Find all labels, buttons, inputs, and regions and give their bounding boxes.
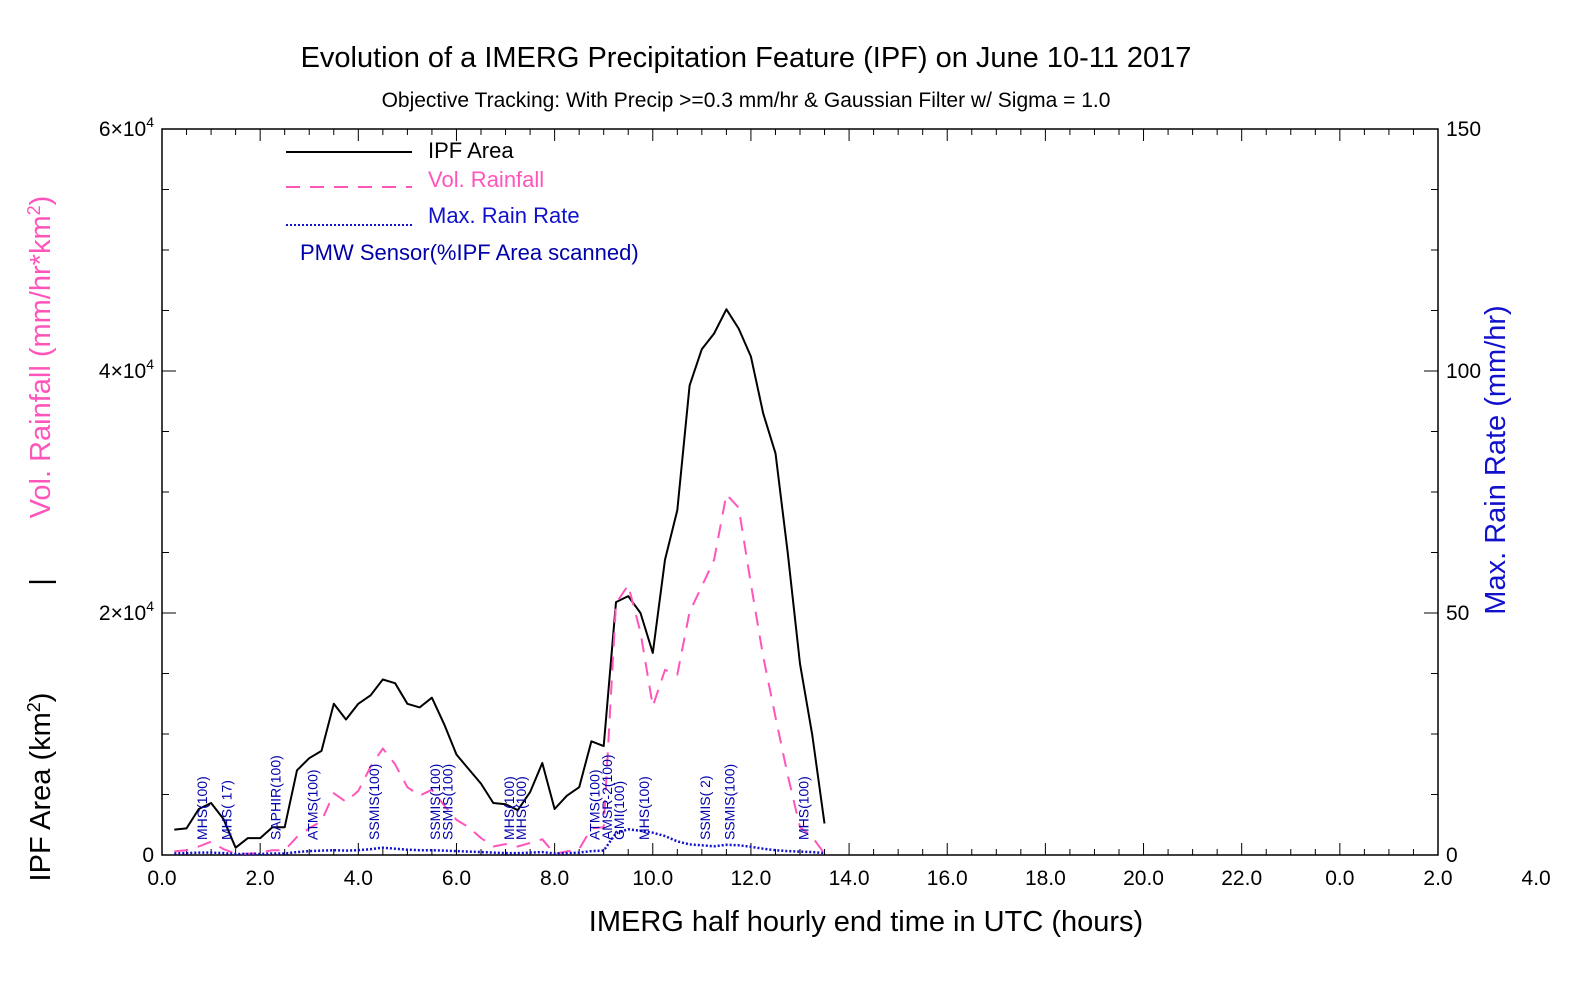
series-line-ipf-area: [174, 308, 826, 849]
x-tick-label: 10.0: [632, 867, 673, 890]
svg-text:IPF Area (km2): IPF Area (km2): [24, 693, 57, 882]
y-left-label-rain-close: ): [25, 196, 57, 206]
sensor-label: MHS( 17): [219, 780, 235, 840]
y-right-axis-label: Max. Rain Rate (mm/hr): [1480, 305, 1512, 614]
x-tick-label: 2.0: [1423, 867, 1452, 890]
sensor-label: SAPHIR(100): [268, 755, 284, 840]
x-tick-label: 4.0: [1522, 867, 1551, 890]
y-left-label-area-close: ): [25, 693, 57, 703]
y-left-tick-label: 0: [142, 844, 154, 867]
sensor-label: ATMS(100): [305, 769, 321, 840]
plot-frame: [161, 128, 1439, 856]
y-left-tick-label: 2×104: [99, 598, 154, 625]
y-left-label-separator: |: [25, 578, 57, 586]
legend: IPF Area Vol. Rainfall Max. Rain Rate PM…: [286, 138, 639, 265]
x-tick-label: 0.0: [147, 867, 176, 890]
chart-subtitle: Objective Tracking: With Precip >=0.3 mm…: [382, 89, 1111, 112]
series-line-vol-rainfall: [174, 493, 826, 855]
x-tick-label: 16.0: [927, 867, 968, 890]
sensor-label: MHS(100): [513, 776, 529, 840]
y-right-tick-label: 50: [1446, 602, 1469, 625]
sensor-label: MHS(100): [501, 776, 517, 840]
plot-area: [161, 128, 1439, 856]
x-tick-labels: 0.0 2.0 4.0 6.0 8.0 10.0 12.0 14.0 16.0 18.0 20.0 2…: [147, 867, 1550, 890]
y-left-tick-labels: 0 2×104 4×104 6×104: [99, 114, 154, 867]
x-tick-label: 4.0: [344, 867, 373, 890]
y-left-tick-label: 6×104: [99, 114, 154, 141]
y-left-label-rain: Vol. Rainfall (mm/hr*km: [25, 215, 57, 518]
legend-label-rain: Vol. Rainfall: [428, 167, 544, 192]
y-left-label-rain-sup: 2: [24, 205, 44, 215]
sensor-label: AMSR-2(100): [599, 754, 615, 840]
y-left-tick-label: 4×104: [99, 356, 154, 383]
series-layer: [174, 308, 826, 856]
x-tick-label: 22.0: [1221, 867, 1262, 890]
y-right-tick-label: 100: [1446, 360, 1481, 383]
svg-text:Vol. Rainfall (mm/hr*km2): Vol. Rainfall (mm/hr*km2): [24, 196, 57, 519]
chart-title: Evolution of a IMERG Precipitation Featu…: [301, 42, 1192, 74]
x-tick-label: 0.0: [1325, 867, 1354, 890]
sensor-label: GMI(100): [611, 781, 627, 840]
legend-label-rate: Max. Rain Rate: [428, 203, 580, 228]
y-left-label-area: IPF Area (km: [25, 712, 57, 881]
sensor-labels: MHS(100) MHS( 17) SAPHIR(100) ATMS(100) SSMI…: [194, 754, 811, 840]
sensor-label: SSMIS( 2): [697, 775, 713, 840]
sensor-label: SSMIS(100): [722, 764, 738, 840]
x-tick-label: 20.0: [1123, 867, 1164, 890]
sensor-label: MHS(100): [636, 776, 652, 840]
y-left-label-area-sup: 2: [24, 702, 44, 712]
series-line-max-rain-rate: [174, 828, 825, 856]
legend-label-area: IPF Area: [428, 138, 514, 163]
x-axis-label: IMERG half hourly end time in UTC (hours…: [589, 906, 1143, 938]
x-tick-label: 2.0: [246, 867, 275, 890]
x-tick-label: 12.0: [730, 867, 771, 890]
y-left-axis-label: IPF Area (km2) | Vol. Rainfall (mm/hr*km…: [24, 196, 57, 882]
sensor-label: ATMS(100): [587, 769, 603, 840]
x-tick-label: 6.0: [442, 867, 471, 890]
y-right-tick-label: 150: [1446, 118, 1481, 141]
x-tick-label: 8.0: [540, 867, 569, 890]
sensor-label: SSMIS(100): [440, 764, 456, 840]
y-right-tick-labels: 0 50 100 150: [1446, 118, 1481, 867]
x-tick-label: 14.0: [829, 867, 870, 890]
legend-sensor-header: PMW Sensor(%IPF Area scanned): [300, 240, 639, 265]
sensor-label: MHS(100): [194, 776, 210, 840]
sensor-label: SSMIS(100): [366, 764, 382, 840]
sensor-label: MHS(100): [795, 776, 811, 840]
sensor-label: SSMIS(100): [427, 764, 443, 840]
y-right-tick-label: 0: [1446, 844, 1458, 867]
x-tick-label: 18.0: [1025, 867, 1066, 890]
